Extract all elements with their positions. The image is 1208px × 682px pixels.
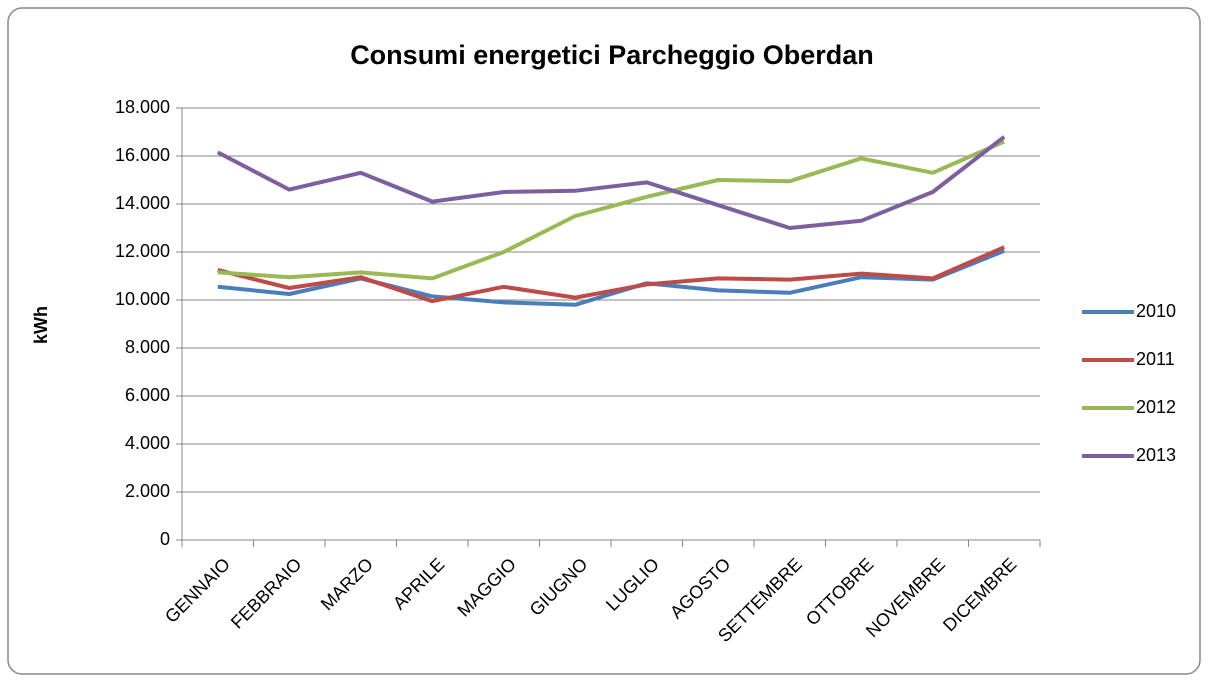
legend-label: 2013 xyxy=(1136,445,1176,465)
y-tick-label: 2.000 xyxy=(125,481,170,501)
y-tick-label: 8.000 xyxy=(125,337,170,357)
legend-label: 2012 xyxy=(1136,397,1176,417)
series-line xyxy=(216,135,1006,230)
series-line xyxy=(217,139,1006,281)
y-axis-label: kWh xyxy=(31,306,51,344)
y-tick-label: 4.000 xyxy=(125,433,170,453)
y-tick-label: 0 xyxy=(160,529,170,549)
legend-label: 2011 xyxy=(1136,349,1175,369)
y-tick-label: 12.000 xyxy=(115,241,170,261)
y-tick-label: 14.000 xyxy=(115,193,170,213)
y-tick-label: 6.000 xyxy=(125,385,170,405)
y-tick-label: 16.000 xyxy=(115,145,170,165)
chart-title: Consumi energetici Parcheggio Oberdan xyxy=(350,40,874,70)
y-tick-label: 18.000 xyxy=(115,97,170,117)
legend-label: 2010 xyxy=(1136,301,1176,321)
series-line xyxy=(217,245,1006,304)
y-tick-label: 10.000 xyxy=(115,289,170,309)
chart-frame xyxy=(7,7,1201,675)
